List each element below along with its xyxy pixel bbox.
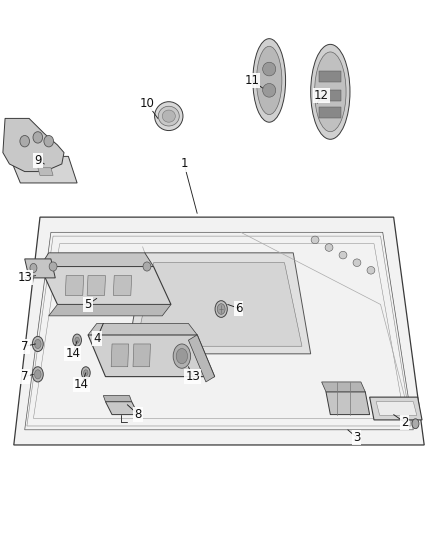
- Ellipse shape: [339, 252, 347, 259]
- Polygon shape: [40, 253, 153, 266]
- Polygon shape: [326, 392, 370, 415]
- Polygon shape: [106, 402, 138, 415]
- Ellipse shape: [173, 344, 191, 368]
- Ellipse shape: [263, 84, 276, 97]
- Polygon shape: [65, 276, 84, 295]
- Polygon shape: [38, 168, 53, 175]
- Polygon shape: [321, 382, 365, 392]
- Polygon shape: [370, 397, 422, 420]
- Text: 2: 2: [401, 416, 408, 429]
- Ellipse shape: [81, 367, 90, 379]
- Text: 5: 5: [85, 298, 92, 311]
- Text: 6: 6: [235, 302, 242, 315]
- Ellipse shape: [143, 262, 151, 271]
- Polygon shape: [88, 324, 197, 335]
- Polygon shape: [3, 118, 64, 172]
- Ellipse shape: [412, 419, 419, 429]
- Text: 4: 4: [93, 332, 100, 345]
- Text: 1: 1: [180, 157, 188, 171]
- Ellipse shape: [35, 370, 41, 379]
- Polygon shape: [10, 156, 77, 183]
- Polygon shape: [133, 344, 150, 367]
- Text: 3: 3: [353, 431, 360, 444]
- Ellipse shape: [84, 370, 88, 376]
- Ellipse shape: [263, 62, 276, 76]
- Ellipse shape: [155, 102, 183, 131]
- Text: 14: 14: [74, 378, 89, 391]
- Text: 8: 8: [134, 408, 142, 421]
- Polygon shape: [103, 395, 132, 402]
- Text: 9: 9: [34, 154, 42, 167]
- Ellipse shape: [35, 340, 41, 349]
- Ellipse shape: [314, 52, 346, 132]
- Ellipse shape: [32, 336, 43, 352]
- Polygon shape: [40, 266, 171, 304]
- Polygon shape: [127, 253, 311, 354]
- Ellipse shape: [20, 135, 29, 147]
- Ellipse shape: [353, 259, 361, 266]
- Ellipse shape: [325, 244, 333, 252]
- Polygon shape: [87, 276, 106, 295]
- Polygon shape: [376, 402, 417, 415]
- Ellipse shape: [73, 334, 81, 346]
- Polygon shape: [111, 344, 129, 367]
- Ellipse shape: [158, 106, 179, 126]
- Text: 11: 11: [244, 74, 259, 87]
- Polygon shape: [188, 335, 215, 382]
- Ellipse shape: [311, 236, 319, 244]
- Polygon shape: [14, 217, 424, 445]
- Polygon shape: [88, 335, 215, 377]
- Polygon shape: [113, 276, 132, 295]
- Ellipse shape: [253, 39, 286, 122]
- Ellipse shape: [215, 301, 227, 317]
- Ellipse shape: [33, 132, 42, 143]
- Ellipse shape: [30, 263, 37, 272]
- Ellipse shape: [75, 337, 79, 343]
- Text: 13: 13: [185, 370, 200, 383]
- Polygon shape: [319, 107, 341, 118]
- Text: 12: 12: [314, 89, 329, 102]
- Polygon shape: [25, 259, 55, 278]
- Text: 7: 7: [21, 370, 28, 383]
- Text: 14: 14: [65, 348, 80, 360]
- Ellipse shape: [367, 266, 375, 274]
- Ellipse shape: [311, 44, 350, 139]
- Ellipse shape: [49, 262, 57, 271]
- Text: 10: 10: [140, 96, 155, 110]
- Ellipse shape: [44, 135, 53, 147]
- Polygon shape: [136, 263, 302, 346]
- Ellipse shape: [162, 110, 175, 122]
- Ellipse shape: [217, 304, 225, 314]
- Ellipse shape: [32, 367, 43, 382]
- Ellipse shape: [176, 349, 187, 364]
- Polygon shape: [49, 304, 171, 316]
- Polygon shape: [319, 90, 341, 101]
- Polygon shape: [319, 70, 341, 82]
- Ellipse shape: [257, 46, 282, 115]
- Text: 7: 7: [21, 340, 28, 353]
- Text: 13: 13: [17, 271, 32, 285]
